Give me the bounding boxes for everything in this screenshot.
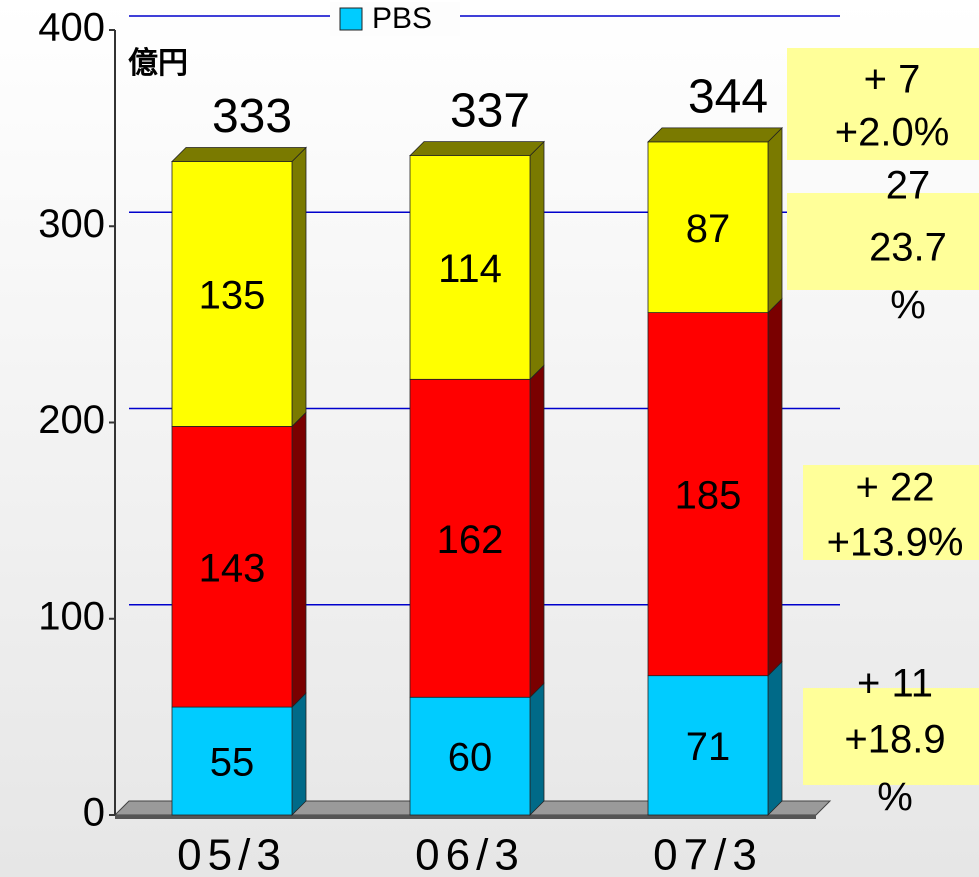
annotation-box <box>803 465 979 560</box>
data-label: 162 <box>437 518 504 562</box>
bar-side <box>291 146 307 428</box>
bar <box>647 675 769 816</box>
bar-side <box>529 364 545 699</box>
x-tick-label: 06/3 <box>415 831 525 877</box>
bar-side <box>767 297 783 677</box>
data-label: 143 <box>199 546 266 590</box>
total-label: 333 <box>212 90 292 143</box>
annotation-text: % <box>877 776 913 820</box>
bar <box>647 312 769 677</box>
x-tick-label: 05/3 <box>177 831 287 877</box>
bar-side <box>767 660 783 816</box>
bar <box>171 426 293 708</box>
annotation-box <box>787 48 979 160</box>
legend-label: PBS <box>372 2 432 35</box>
bar <box>409 696 531 816</box>
annotation-text: % <box>890 284 926 328</box>
annotation-text: 27 <box>886 164 931 208</box>
annotation-text: + 11 <box>857 662 933 706</box>
annotation-text: +13.9% <box>827 521 964 565</box>
annotation-box <box>803 688 979 785</box>
bar-side <box>529 140 545 381</box>
data-label: 135 <box>199 274 266 318</box>
annotation-text: + 7 <box>864 58 921 102</box>
data-label: 185 <box>675 474 742 518</box>
data-label: 55 <box>210 741 255 785</box>
y-tick-label: 0 <box>83 791 105 835</box>
y-tick-label: 300 <box>38 202 105 246</box>
bar-top <box>409 141 545 157</box>
legend-swatch <box>339 7 363 31</box>
unit-label: 億円 <box>128 47 188 80</box>
bar <box>409 378 531 698</box>
data-label: 87 <box>686 207 731 251</box>
annotation-text: +2.0% <box>835 111 950 155</box>
annotation-text: +18.9 <box>844 718 945 762</box>
bar <box>171 161 293 427</box>
annotation-text: 23.7 <box>869 226 947 270</box>
total-label: 337 <box>450 84 530 137</box>
x-tick-label: 07/3 <box>653 831 763 877</box>
y-tick-label: 400 <box>38 6 105 50</box>
bar-side <box>291 411 307 709</box>
bar-side <box>529 682 545 816</box>
data-label: 71 <box>686 725 731 769</box>
data-label: 60 <box>448 736 493 780</box>
bar <box>647 141 769 314</box>
floor-front <box>115 815 816 819</box>
y-tick-label: 100 <box>38 594 105 638</box>
annotation-text: + 22 <box>856 466 935 510</box>
bar <box>409 155 531 380</box>
bar-top <box>647 127 783 143</box>
y-tick-label: 200 <box>38 398 105 442</box>
data-label: 114 <box>438 247 502 291</box>
bar-side <box>291 692 307 816</box>
bar-top <box>171 147 307 162</box>
total-label: 344 <box>688 71 768 124</box>
bar-side <box>767 126 783 314</box>
bar <box>171 706 293 816</box>
annotation-box <box>787 193 979 290</box>
